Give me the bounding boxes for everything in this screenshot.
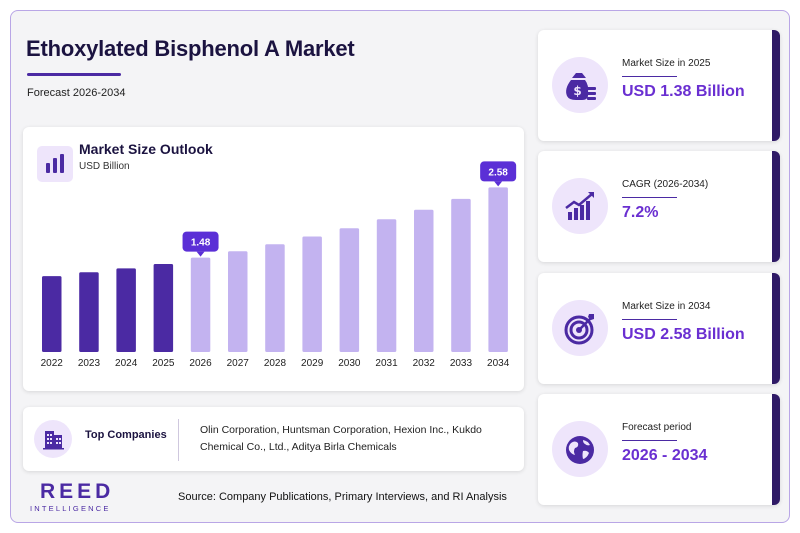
target-icon — [552, 300, 608, 356]
x-tick-label: 2024 — [115, 358, 138, 369]
x-tick-label: 2030 — [338, 358, 361, 369]
data-label-callout: 2.58 — [480, 161, 517, 187]
stat-label: Market Size in 2034 — [622, 301, 711, 312]
bar-2033 — [451, 198, 471, 352]
stat-value: USD 1.38 Billion — [622, 83, 745, 100]
stat-underline — [622, 319, 677, 320]
bar-2029 — [302, 236, 322, 352]
x-tick-label: 2029 — [301, 358, 324, 369]
companies-divider — [178, 419, 179, 461]
chart-title: Market Size Outlook — [79, 141, 213, 157]
x-tick-label: 2034 — [487, 358, 510, 369]
bar-2027 — [228, 251, 248, 352]
bar-chart: 2022 2023 2024 2025 2026 2027 2028 2029 2030 2031… — [41, 161, 517, 369]
stat-value: 7.2% — [622, 204, 659, 221]
card-accent-bar — [772, 394, 780, 505]
x-tick-label: 2031 — [375, 358, 398, 369]
money-bag-icon: $ — [552, 57, 608, 113]
top-companies-card: Top Companies Olin Corporation, Huntsman… — [23, 407, 524, 471]
page-title: Ethoxylated Bisphenol A Market — [26, 36, 355, 61]
card-accent-bar — [772, 30, 780, 141]
bar-2030 — [339, 228, 360, 352]
x-tick-label: 2022 — [41, 358, 64, 369]
chart-unit-label: USD Billion — [79, 161, 130, 172]
bar-2024 — [116, 268, 136, 352]
card-accent-bar — [772, 273, 780, 384]
stat-label: Forecast period — [622, 422, 692, 433]
page-subtitle: Forecast 2026-2034 — [27, 87, 126, 99]
x-tick-label: 2023 — [78, 358, 101, 369]
stat-underline — [622, 440, 677, 441]
title-underline — [27, 73, 121, 76]
stat-value: USD 2.58 Billion — [622, 326, 745, 343]
bar-2026 — [190, 257, 211, 352]
bar-2032 — [414, 209, 434, 352]
x-tick-label: 2033 — [450, 358, 473, 369]
svg-text:$: $ — [573, 84, 581, 98]
stat-card-cagr: CAGR (2026-2034) 7.2% — [538, 151, 780, 262]
x-tick-label: 2025 — [152, 358, 175, 369]
stat-underline — [622, 197, 677, 198]
building-icon — [34, 420, 72, 458]
x-tick-label: 2026 — [189, 358, 212, 369]
chart-card: Market Size Outlook USD Billion 2022 2023… — [23, 127, 524, 391]
stat-label: CAGR (2026-2034) — [622, 179, 709, 190]
data-label-callout: 1.48 — [182, 231, 219, 257]
growth-chart-icon — [552, 178, 608, 234]
bar-chart-icon — [37, 146, 73, 182]
top-companies-list: Olin Corporation, Huntsman Corporation, … — [200, 424, 482, 453]
bar-2031 — [376, 219, 397, 352]
stat-card-forecast-period: Forecast period 2026 - 2034 — [538, 394, 780, 505]
globe-icon — [552, 421, 608, 477]
stat-label: Market Size in 2025 — [622, 58, 711, 69]
bar-2022 — [42, 276, 62, 352]
data-label: 2.58 — [488, 167, 508, 178]
card-accent-bar — [772, 151, 780, 262]
bar-2034 — [488, 187, 508, 352]
stat-card-market-size-2025: $ Market Size in 2025 USD 1.38 Billion — [538, 30, 780, 141]
x-tick-label: 2032 — [413, 358, 436, 369]
bar-2023 — [79, 272, 99, 352]
stat-underline — [622, 76, 677, 77]
bar-2025 — [153, 263, 174, 352]
stat-value: 2026 - 2034 — [622, 447, 708, 464]
source-note: Source: Company Publications, Primary In… — [178, 491, 507, 503]
top-companies-label: Top Companies — [85, 429, 167, 441]
brand-logo: REED — [40, 480, 115, 503]
x-tick-label: 2027 — [227, 358, 250, 369]
bar-2028 — [265, 244, 285, 352]
x-tick-label: 2028 — [264, 358, 287, 369]
stat-card-market-size-2034: Market Size in 2034 USD 2.58 Billion — [538, 273, 780, 384]
brand-tagline: INTELLIGENCE — [30, 504, 111, 513]
data-label: 1.48 — [191, 238, 211, 249]
